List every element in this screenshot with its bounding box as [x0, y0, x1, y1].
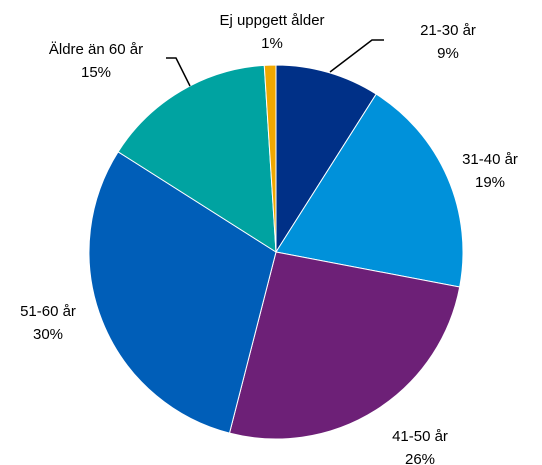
- leader-line: [329, 39, 384, 73]
- pie-slice: [88, 151, 277, 434]
- slice-value-label: 30%: [33, 326, 63, 343]
- leader-line: [166, 57, 191, 87]
- pie-slice: [275, 93, 464, 288]
- slice-label: Äldre än 60 år: [49, 41, 143, 58]
- pie-slice: [117, 64, 277, 253]
- pie-slice: [263, 64, 277, 253]
- pie-slice: [228, 251, 461, 440]
- slice-label: 41-50 år: [392, 428, 448, 445]
- slice-value-label: 26%: [405, 451, 435, 465]
- slice-label: 51-60 år: [20, 303, 76, 320]
- slice-value-label: 1%: [261, 35, 283, 52]
- slice-label: Ej uppgett ålder: [219, 12, 324, 29]
- slice-value-label: 15%: [81, 64, 111, 81]
- slice-label: 31-40 år: [462, 151, 518, 168]
- slice-label: 21-30 år: [420, 22, 476, 39]
- slice-value-label: 19%: [475, 174, 505, 191]
- slice-value-label: 9%: [437, 45, 459, 62]
- pie-slice: [275, 64, 377, 254]
